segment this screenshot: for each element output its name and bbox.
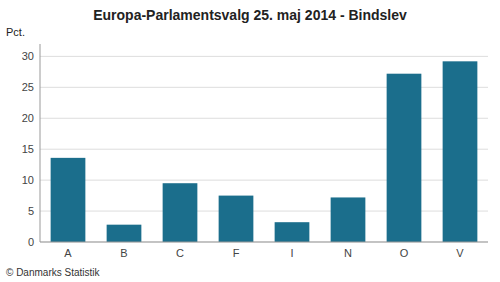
bar: [107, 225, 142, 242]
page: {"chart_data": {"type": "bar", "title": …: [0, 0, 500, 282]
y-tick-label: 30: [22, 50, 34, 62]
x-tick-label: O: [400, 247, 409, 259]
y-tick-label: 15: [22, 143, 34, 155]
y-axis-line: [40, 44, 41, 242]
title: Europa-Parlamentsvalg 25. maj 2014 - Bin…: [93, 7, 407, 23]
x-tick-label: N: [344, 247, 352, 259]
bar: [331, 197, 366, 242]
footer: © Danmarks Statistik: [6, 267, 101, 278]
x-tick-label: B: [120, 247, 127, 259]
bar: [443, 61, 478, 242]
grid-line: [40, 242, 488, 243]
y-tick-label: 0: [28, 236, 34, 248]
x-tick-label: F: [233, 247, 240, 259]
x-tick-label: I: [290, 247, 293, 259]
x-tick-label: A: [64, 247, 72, 259]
y-axis: 0 5 10 15 20 25 30: [22, 50, 488, 248]
bar: [275, 222, 310, 242]
x-axis: ABCFINOV: [64, 247, 464, 259]
x-tick-label: C: [176, 247, 184, 259]
x-tick-label: V: [456, 247, 464, 259]
grid-line: [40, 56, 488, 57]
y-tick-label: 5: [28, 205, 34, 217]
bar: [163, 183, 198, 242]
y-tick-label: 20: [22, 112, 34, 124]
bar: [219, 196, 254, 242]
y-axis-label: Pct.: [6, 26, 25, 38]
bars: [51, 61, 478, 242]
bar: [51, 158, 86, 242]
y-tick-label: 10: [22, 174, 34, 186]
chart-container: Europa-Parlamentsvalg 25. maj 2014 - Bin…: [0, 0, 500, 282]
chart-svg: Europa-Parlamentsvalg 25. maj 2014 - Bin…: [0, 0, 500, 282]
x-axis-line: [40, 242, 488, 243]
y-tick-label: 25: [22, 81, 34, 93]
bar: [387, 74, 422, 242]
